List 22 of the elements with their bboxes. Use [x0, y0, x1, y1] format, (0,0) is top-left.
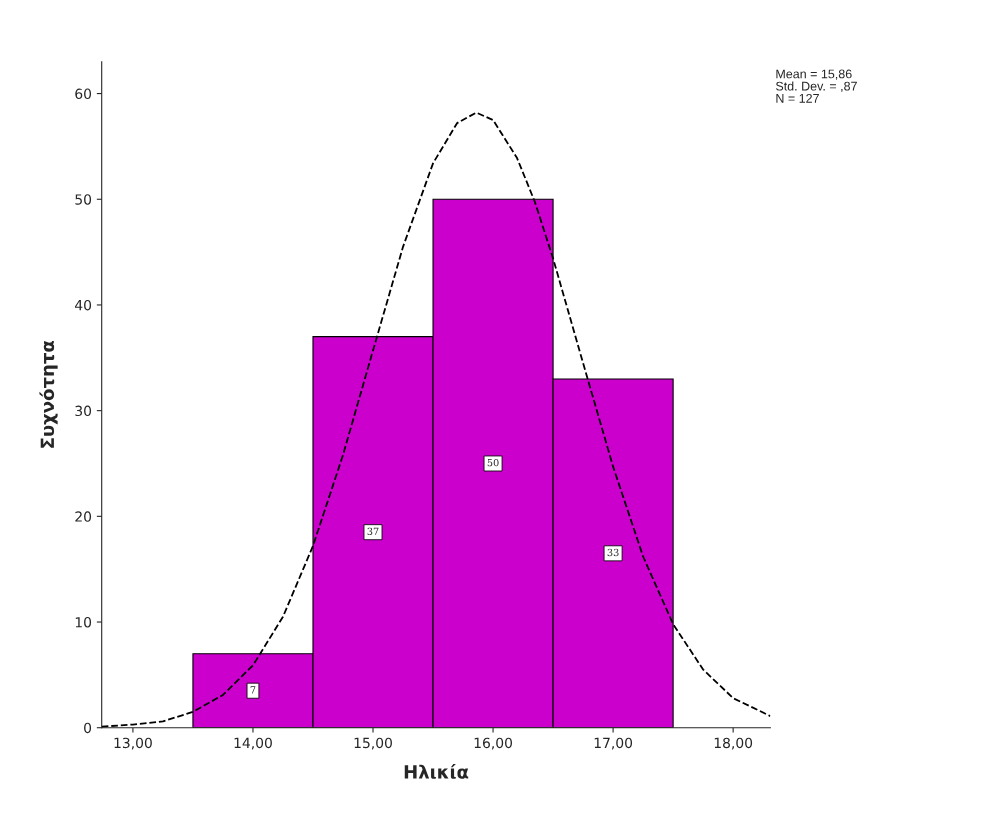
y-tick-label: 40	[74, 299, 92, 311]
text: Mean = 15,86	[776, 69, 852, 80]
y-tick-label: 60	[75, 88, 92, 100]
y-axis-title: Συχνότητα	[39, 340, 58, 448]
y-tick-label: 50	[75, 194, 92, 205]
text: N = 127	[776, 93, 819, 103]
x-tick-label: 16,00	[474, 737, 513, 750]
y-tick-label: 10	[75, 616, 92, 628]
x-tick-label: 15,00	[354, 737, 392, 750]
x-axis-title: Ηλικία	[404, 764, 469, 779]
x-tick-label: 18,00	[714, 737, 753, 750]
x-tick-label: 13,00	[114, 737, 152, 750]
y-tick-label: 0	[84, 722, 92, 734]
data-label: 37	[367, 527, 379, 536]
x-tick-label: 17,00	[594, 737, 633, 750]
y-tick-label: 20	[75, 511, 92, 522]
data-label: 7	[250, 686, 256, 694]
text: Std. Dev. = ,87	[775, 81, 857, 93]
data-label: 50	[487, 458, 499, 467]
data-label: 33	[607, 548, 619, 557]
x-tick-label: 14,00	[234, 737, 272, 750]
y-tick-label: 30	[75, 405, 92, 417]
